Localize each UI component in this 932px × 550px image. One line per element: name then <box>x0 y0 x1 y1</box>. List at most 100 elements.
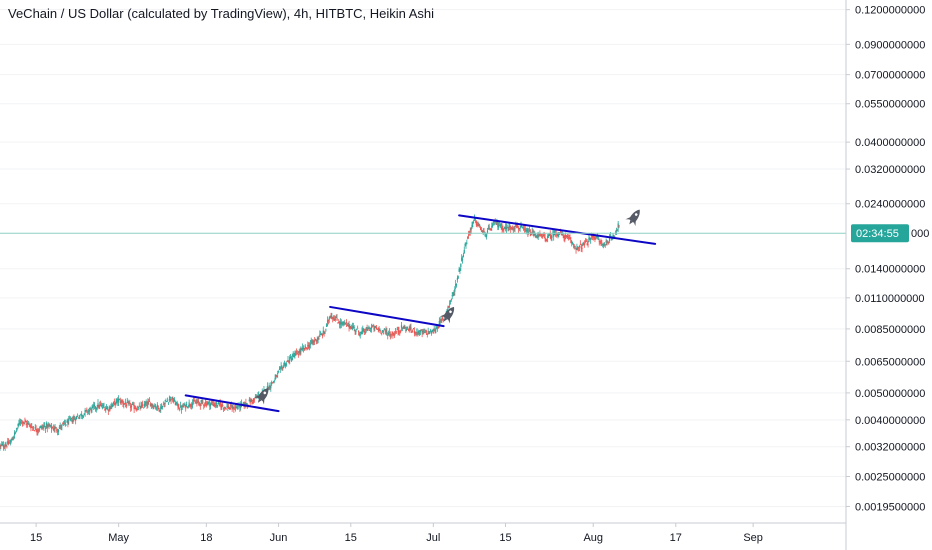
candle-body <box>315 340 317 342</box>
candle-body <box>283 365 285 368</box>
candle-body <box>594 238 596 240</box>
candle-body <box>526 230 528 231</box>
candle-body <box>308 346 310 348</box>
x-axis[interactable]: 15 May 18 Jun 15 Jul 15 Aug 17 Sep <box>30 523 763 544</box>
candle-body <box>169 396 171 399</box>
candle-body <box>235 406 238 408</box>
candle-body <box>101 407 103 408</box>
candle-body <box>544 237 546 239</box>
candle-body <box>602 244 604 245</box>
candle-body <box>329 316 331 318</box>
candle-body <box>87 411 89 413</box>
candle-body <box>138 405 140 407</box>
candle-body <box>133 406 135 410</box>
candle-body <box>392 334 394 337</box>
candle-body <box>311 341 313 343</box>
candle-body <box>520 225 522 227</box>
candle-body <box>483 231 485 233</box>
trendlines <box>184 214 657 413</box>
candle-body <box>251 399 253 401</box>
candle-body <box>1 444 3 446</box>
candle-body <box>216 402 218 405</box>
candle-body <box>149 404 152 407</box>
candle-body <box>486 234 488 237</box>
candle-body <box>277 371 280 373</box>
candle-body <box>577 246 579 248</box>
candle-body <box>473 218 476 220</box>
candle-body <box>422 330 424 332</box>
y-tick-label: 0.0400000000 <box>855 137 925 149</box>
candle-body <box>37 430 39 432</box>
candle-body <box>504 227 507 230</box>
candle-body <box>453 294 455 296</box>
candle-body <box>417 331 419 334</box>
y-axis[interactable]: 0.1200000000 0.0900000000 0.0700000000 0.05… <box>846 5 925 514</box>
candle-body <box>605 240 607 243</box>
candle-body <box>294 353 296 356</box>
candle-body <box>242 402 244 405</box>
candle-body <box>185 404 188 406</box>
candle-body <box>531 231 533 234</box>
candle-body <box>183 405 185 407</box>
candle-body <box>34 427 36 429</box>
candle-body <box>136 409 138 411</box>
candle-body <box>518 228 520 230</box>
candle-body <box>92 405 94 407</box>
candle-body <box>347 322 349 324</box>
candle-body <box>130 405 132 408</box>
candle-body <box>460 263 462 267</box>
candle-body <box>499 226 501 228</box>
candle-body <box>106 407 108 410</box>
candle-body <box>510 226 512 229</box>
candle-body <box>615 229 618 232</box>
candle-body <box>566 235 569 238</box>
candle-body <box>180 408 183 410</box>
candle-body <box>588 237 590 242</box>
candle-body <box>464 243 466 246</box>
candle-body <box>155 407 158 409</box>
y-tick-label: 0.0700000000 <box>855 70 925 82</box>
candle-body <box>349 325 351 328</box>
candle-body <box>234 406 237 408</box>
candle-body <box>416 328 418 332</box>
candle-body <box>9 442 11 444</box>
candle-body <box>17 423 19 426</box>
candle-body <box>191 405 193 407</box>
trendline <box>458 214 657 245</box>
candle-body <box>130 405 133 407</box>
candle-body <box>326 320 329 323</box>
candle-body <box>560 233 563 236</box>
candle-body <box>487 228 489 230</box>
candle-body <box>582 242 584 245</box>
candle-body <box>488 226 490 228</box>
candle-body <box>438 321 440 326</box>
candle-body <box>425 331 428 333</box>
candle-body <box>375 327 378 329</box>
candle-body <box>250 399 252 402</box>
candle-body <box>150 403 152 406</box>
candle-body <box>203 405 205 406</box>
candle-body <box>60 427 62 429</box>
candle-body <box>426 333 428 335</box>
candle-body <box>301 348 303 350</box>
candle-body <box>192 400 195 401</box>
candle-body <box>448 305 450 307</box>
rocket-flame <box>443 317 448 322</box>
candle-body <box>58 427 60 429</box>
candle-body <box>435 329 437 330</box>
candle-body <box>365 327 367 330</box>
candle-body <box>271 382 273 385</box>
candle-body <box>115 400 117 404</box>
candle-body <box>289 356 291 361</box>
candle-body <box>353 327 355 328</box>
candle-body <box>431 329 434 332</box>
candle-body <box>492 224 494 227</box>
candle-body <box>443 319 445 321</box>
candles <box>0 214 620 451</box>
candle-body <box>29 425 31 427</box>
candle-body <box>556 233 558 235</box>
candle-body <box>380 331 382 333</box>
candle-body <box>509 225 511 227</box>
